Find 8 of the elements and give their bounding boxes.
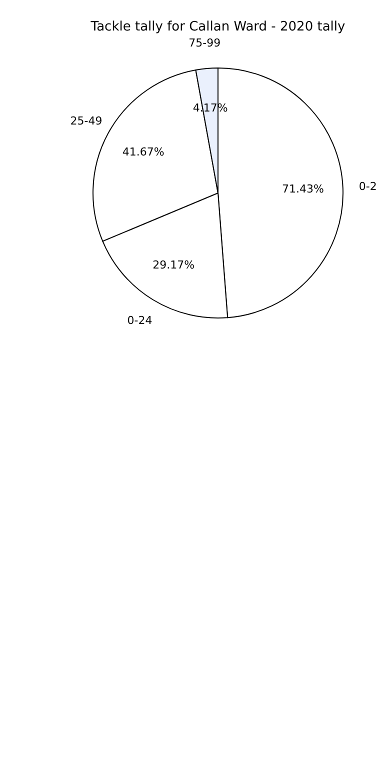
slice-label: 0-24 xyxy=(127,314,152,327)
slice-label: 75-99 xyxy=(188,36,221,50)
data-label: 71.43% xyxy=(282,182,324,196)
data-label: 41.67% xyxy=(122,145,164,158)
data-label: 29.17% xyxy=(152,258,195,272)
chart-title: Tackle tally for Callan Ward - 2020 tally xyxy=(90,20,346,35)
slice-label: 25-49 xyxy=(70,114,102,128)
slice-label: 0-2 xyxy=(358,180,377,194)
